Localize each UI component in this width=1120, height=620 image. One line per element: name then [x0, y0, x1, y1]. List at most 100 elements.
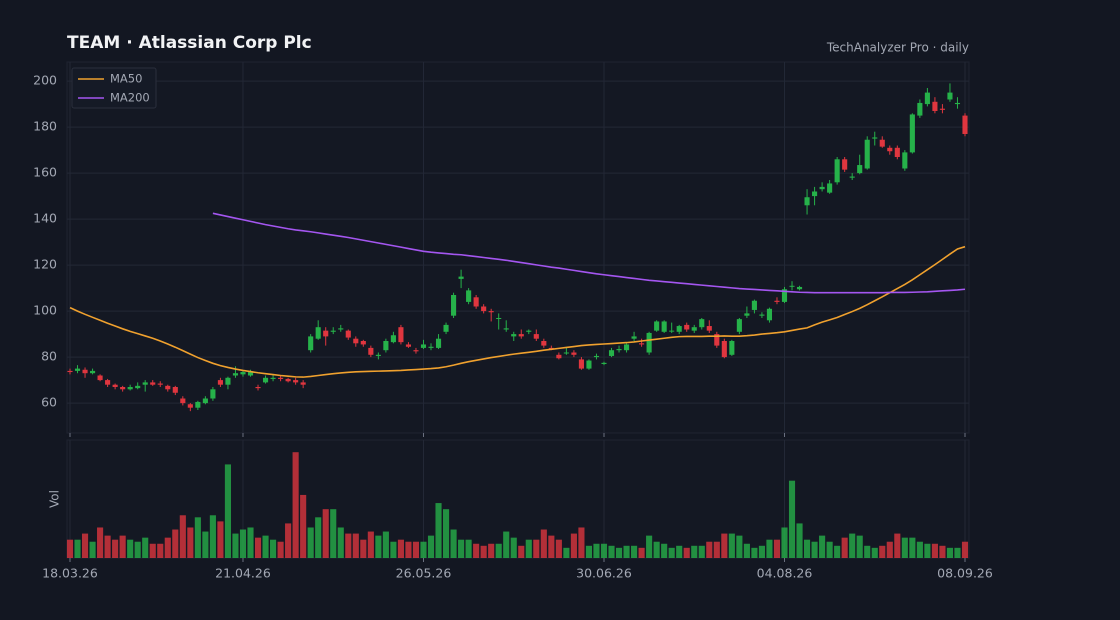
candle-body [353, 338, 359, 344]
candle-body [714, 334, 720, 346]
volume-bar [600, 543, 608, 558]
volume-bar [247, 527, 254, 558]
candle-body [217, 380, 223, 385]
volume-bar [164, 537, 171, 558]
candle-body [669, 330, 675, 332]
volume-bar [849, 533, 856, 558]
volume-bar [360, 539, 367, 558]
candle-body [202, 398, 208, 404]
candle-body [684, 324, 690, 330]
y-tick-label: 200 [33, 73, 57, 88]
candle-body [112, 384, 118, 387]
volume-bar [465, 539, 472, 558]
volume-bar [691, 545, 698, 558]
volume-bar [879, 545, 886, 558]
candle-body [496, 317, 502, 319]
y-tick-label: 120 [33, 257, 57, 272]
volume-bar [127, 539, 134, 558]
candle-body [150, 382, 156, 385]
volume-bar [217, 521, 224, 558]
volume-bar [548, 535, 555, 558]
y-tick-label: 160 [33, 165, 57, 180]
candle-body [135, 385, 141, 389]
candle-body [796, 286, 803, 290]
candle-body [879, 139, 885, 147]
x-tick-label: 08.09.26 [937, 566, 993, 581]
volume-bar [157, 543, 164, 558]
candle-body [142, 382, 148, 385]
volume-bar [270, 539, 277, 558]
candle-body [819, 186, 825, 190]
volume-bar [796, 523, 803, 558]
volume-bar [826, 541, 833, 558]
candle-body [247, 372, 254, 376]
volume-bar [901, 537, 908, 558]
volume-bar [593, 543, 600, 558]
price-panel [66, 61, 970, 434]
candle-body [834, 159, 840, 183]
candle-body [932, 101, 938, 111]
volume-bar [811, 541, 818, 558]
volume-bar [758, 545, 765, 558]
volume-bar [631, 545, 638, 558]
volume-bar [931, 543, 938, 558]
candle-body [774, 300, 780, 302]
volume-bar [585, 545, 593, 558]
volume-bar [367, 531, 374, 558]
volume-bar [194, 517, 201, 558]
candle-body [413, 350, 419, 352]
candle-body [706, 326, 712, 331]
volume-bar [232, 533, 239, 558]
candle-body [293, 380, 299, 383]
candle-body [345, 330, 351, 338]
volume-bar [713, 541, 720, 558]
candles [67, 83, 968, 412]
y-tick-label: 80 [41, 349, 57, 364]
candle-body [548, 347, 554, 350]
candle-body [556, 354, 562, 359]
volume-bar [450, 529, 457, 558]
candle-body [165, 385, 171, 390]
candle-body [323, 330, 329, 337]
volume-bar [179, 515, 186, 558]
y-tick-label: 140 [33, 211, 57, 226]
volume-bar [856, 535, 863, 558]
candle-body [541, 340, 547, 346]
candle-body [894, 147, 900, 157]
candle-body [466, 290, 472, 302]
ma-line [212, 212, 966, 294]
volume-bar [397, 539, 404, 558]
volume-bar [608, 545, 615, 558]
candle-body [699, 319, 705, 328]
candle-body [375, 354, 381, 356]
volume-bar [503, 531, 510, 558]
candle-body [781, 289, 788, 302]
candle-body [232, 373, 239, 376]
volume-bar [209, 515, 216, 558]
ma-line [69, 245, 966, 378]
volume-bar [533, 539, 540, 558]
volume-bar [74, 539, 81, 558]
candle-body [759, 314, 765, 316]
y-tick-label: 180 [33, 119, 57, 134]
volume-bar [623, 545, 630, 558]
volume-bar [864, 545, 871, 558]
chart-subtitle: TechAnalyzer Pro · daily [826, 41, 969, 55]
candle-body [593, 355, 600, 358]
candle-body [601, 362, 607, 364]
volume-bar [473, 543, 480, 558]
candle-body [526, 330, 532, 332]
volume-bar [676, 545, 683, 558]
volume-bar [89, 541, 96, 558]
volume-bar [939, 545, 946, 558]
candle-body [74, 368, 81, 371]
chart-title: TEAM · Atlassian Corp Plc [67, 33, 312, 53]
volume-bars [66, 452, 969, 558]
candle-body [902, 152, 908, 169]
volume-bar [277, 541, 284, 558]
candle-body [563, 352, 569, 354]
volume-bar [773, 539, 781, 558]
x-tick-label: 26.05.26 [396, 566, 452, 581]
candle-body [887, 147, 893, 152]
volume-bar [292, 452, 299, 558]
